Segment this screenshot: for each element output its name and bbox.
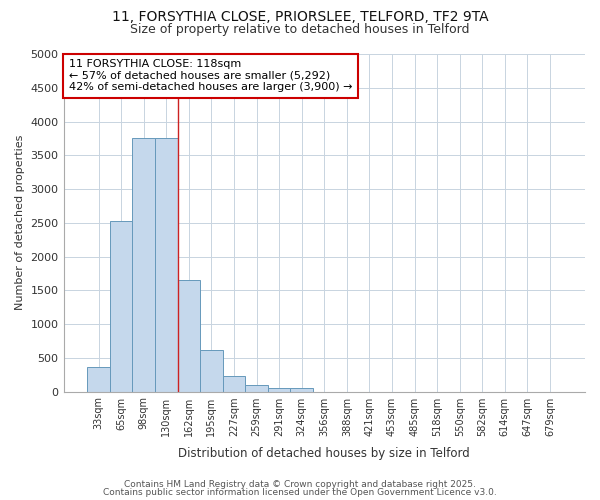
Text: Contains public sector information licensed under the Open Government Licence v3: Contains public sector information licen…: [103, 488, 497, 497]
Bar: [245, 385, 268, 392]
Bar: [223, 376, 245, 392]
Bar: [87, 366, 110, 392]
Text: Size of property relative to detached houses in Telford: Size of property relative to detached ho…: [130, 22, 470, 36]
Bar: [200, 350, 223, 392]
Bar: [110, 220, 133, 392]
Bar: [178, 280, 200, 392]
Text: Contains HM Land Registry data © Crown copyright and database right 2025.: Contains HM Land Registry data © Crown c…: [124, 480, 476, 489]
X-axis label: Distribution of detached houses by size in Telford: Distribution of detached houses by size …: [178, 447, 470, 460]
Bar: [268, 388, 290, 392]
Y-axis label: Number of detached properties: Number of detached properties: [15, 135, 25, 310]
Bar: [155, 138, 178, 392]
Text: 11, FORSYTHIA CLOSE, PRIORSLEE, TELFORD, TF2 9TA: 11, FORSYTHIA CLOSE, PRIORSLEE, TELFORD,…: [112, 10, 488, 24]
Bar: [290, 388, 313, 392]
Text: 11 FORSYTHIA CLOSE: 118sqm
← 57% of detached houses are smaller (5,292)
42% of s: 11 FORSYTHIA CLOSE: 118sqm ← 57% of deta…: [69, 59, 352, 92]
Bar: [133, 138, 155, 392]
